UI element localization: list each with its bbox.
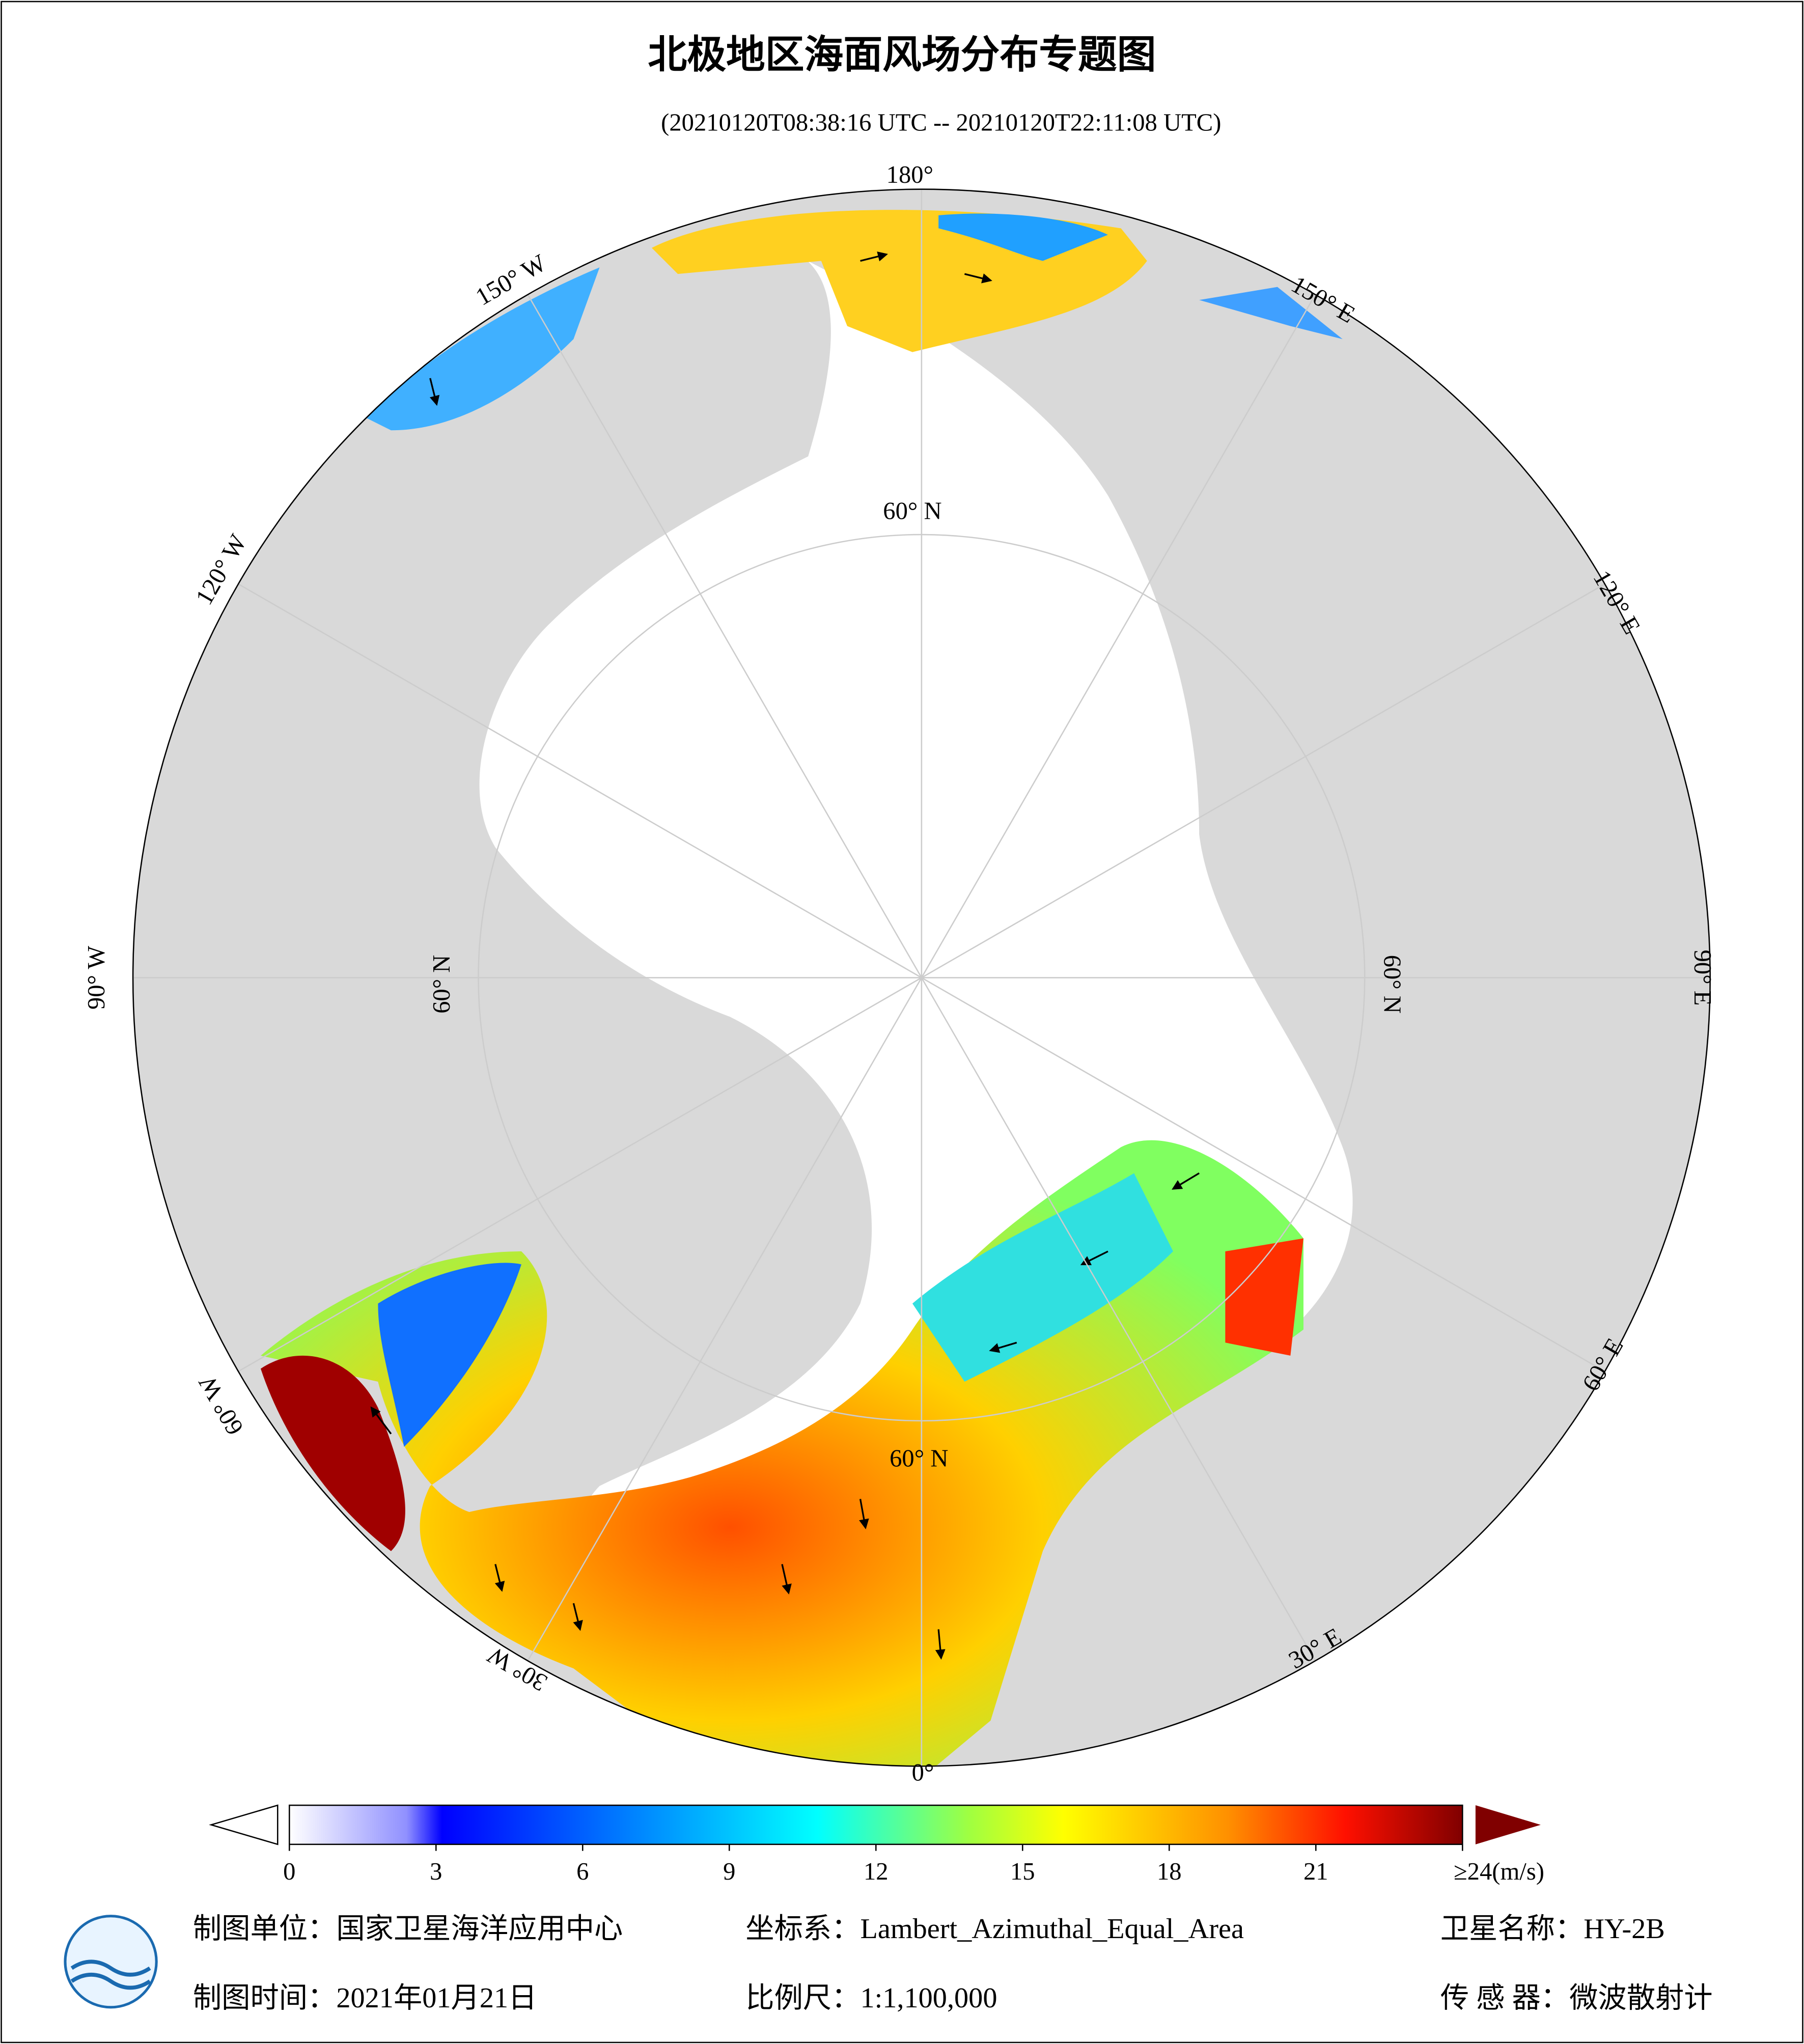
footer-scale: 比例尺：1:1,100,000 (745, 1982, 997, 2014)
colorbar-tick-label: ≥24(m/s) (1454, 1858, 1544, 1885)
colorbar-tick-label: 6 (576, 1858, 589, 1885)
footer-satellite: 卫星名称：HY-2B (1440, 1913, 1665, 1945)
lat-label: 60° N (1379, 955, 1406, 1014)
lon-label: 0° (912, 1758, 934, 1786)
colorbar-ramp (289, 1804, 1463, 1845)
lon-label: 90° E (1689, 949, 1716, 1005)
lon-label: 180° (886, 161, 933, 188)
colorbar-max-arrow (1475, 1805, 1541, 1844)
lon-label: 60° W (193, 1371, 248, 1440)
lat-label: 60° N (890, 1444, 948, 1472)
colorbar: 0 3 6 9 12 15 18 21 ≥24(m/s) (209, 1804, 1544, 1885)
wind-field-norwegian (912, 1173, 1173, 1382)
wind-field-alaska (365, 267, 600, 431)
footer-unit: 制图单位：国家卫星海洋应用中心 (193, 1913, 623, 1945)
subtitle: (20210120T08:38:16 UTC -- 20210120T22:11… (661, 108, 1221, 136)
graticule (133, 189, 1710, 1767)
wind-field-okhotsk (1199, 287, 1343, 340)
colorbar-tick-label: 15 (1010, 1858, 1035, 1885)
map-border (132, 188, 1711, 1767)
wind-field-low (378, 1263, 521, 1447)
colorbar-tick-label: 18 (1157, 1858, 1182, 1885)
colorbar-tick-label: 3 (430, 1858, 442, 1885)
colorbar-tick-label: 12 (864, 1858, 889, 1885)
wind-field-bering-low (938, 213, 1108, 261)
footer: 制图单位：国家卫星海洋应用中心 坐标系：Lambert_Azimuthal_Eq… (64, 1913, 1713, 2014)
wind-vectors (370, 251, 1200, 1660)
logo (64, 1915, 158, 2009)
colorbar-tick-label: 9 (723, 1858, 735, 1885)
lat-label: 60° N (883, 497, 941, 524)
map (133, 189, 1710, 1767)
colorbar-min-arrow (209, 1804, 279, 1845)
title: 北极地区海面风场分布专题图 (648, 33, 1156, 78)
footer-sensor: 传 感 器：微波散射计 (1440, 1982, 1713, 2014)
footer-crs: 坐标系：Lambert_Azimuthal_Equal_Area (745, 1913, 1244, 1945)
wind-field-barents (1225, 1238, 1303, 1356)
footer-date: 制图时间：2021年01月21日 (193, 1982, 537, 2014)
colorbar-tick-label: 21 (1303, 1858, 1328, 1885)
wind-field-high (260, 1355, 405, 1551)
logo-waves (70, 1959, 151, 1990)
lon-label: 90° W (82, 946, 110, 1010)
lat-label: 60° N (428, 955, 455, 1014)
colorbar-tick-label: 0 (283, 1858, 295, 1885)
